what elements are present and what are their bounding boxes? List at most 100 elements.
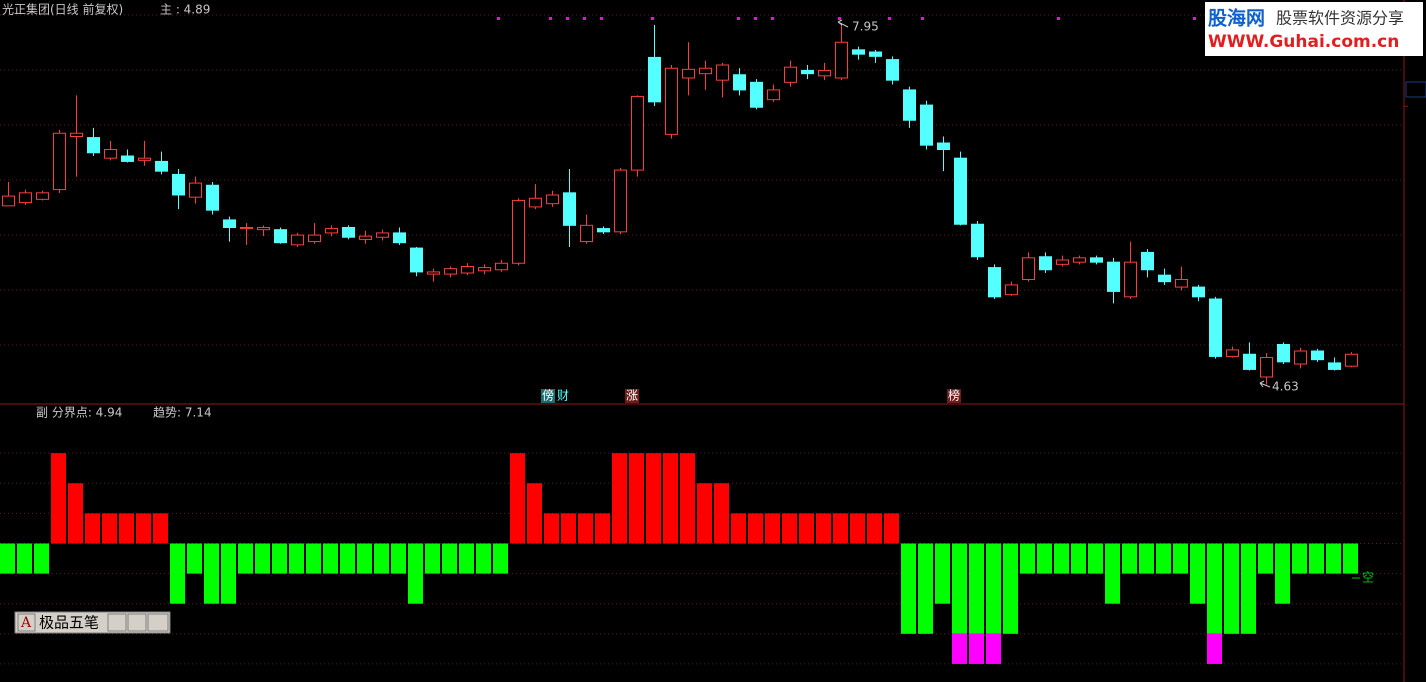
candle-body (1107, 261, 1120, 292)
candle-body (886, 59, 899, 81)
bar (51, 453, 66, 544)
signal-dot (497, 17, 500, 20)
bar (323, 543, 338, 574)
candle-body (1073, 257, 1086, 263)
candle-body (818, 69, 831, 77)
bar (374, 543, 389, 574)
bar (1258, 543, 1273, 574)
bar (187, 543, 202, 574)
bar (1105, 543, 1120, 604)
bar (1326, 543, 1341, 574)
chart-title: 光正集团(日线 前复权) (2, 2, 123, 17)
bar (204, 543, 219, 604)
candle-body (291, 234, 304, 246)
candle-body (512, 199, 525, 264)
candle-body (767, 89, 780, 101)
bar (1207, 543, 1222, 634)
bar (1275, 543, 1290, 604)
bar (867, 513, 882, 544)
bar (476, 543, 491, 574)
candle-body (478, 267, 491, 272)
candle-body (1209, 298, 1222, 357)
bar (391, 543, 406, 574)
ime-button[interactable] (127, 613, 147, 632)
candle-body (359, 235, 372, 240)
candle-body (801, 69, 814, 75)
bar (935, 543, 950, 604)
bar (408, 543, 423, 604)
candle-body (1345, 353, 1358, 367)
candle-body (546, 194, 559, 205)
bar (765, 513, 780, 544)
bar (102, 513, 117, 544)
bar (340, 543, 355, 574)
bar (425, 543, 440, 574)
candle-body (325, 228, 338, 234)
bar (612, 453, 627, 544)
candle-body (631, 95, 644, 171)
signal-dot (1193, 17, 1196, 20)
ime-button[interactable] (107, 613, 127, 632)
bar (697, 483, 712, 544)
bar (68, 483, 83, 544)
candle-body (70, 132, 83, 137)
bar-extension (969, 633, 984, 664)
signal-dot (549, 17, 552, 20)
candle-body (223, 219, 236, 229)
bar (1343, 543, 1358, 574)
bar (799, 513, 814, 544)
bar (1122, 543, 1137, 574)
bar (544, 513, 559, 544)
bar (663, 453, 678, 544)
bar (1088, 543, 1103, 574)
candle-body (1328, 362, 1341, 370)
bar (272, 543, 287, 574)
candle-body (648, 56, 661, 103)
candle-body (784, 66, 797, 83)
signal-dot (600, 17, 603, 20)
sub-annotation: 空 (1362, 571, 1374, 585)
candle-body (138, 157, 151, 161)
ime-icon[interactable] (17, 613, 36, 632)
annotation-arrows (837, 19, 1271, 388)
candle-body (155, 160, 168, 172)
candle-body (393, 232, 406, 244)
candle-body (1226, 349, 1239, 357)
bar (952, 543, 967, 634)
candle-body (274, 229, 287, 244)
bar (17, 543, 32, 574)
candle-body (733, 74, 746, 91)
candle-body (869, 51, 882, 57)
signal-dot (921, 17, 924, 20)
signal-dot (888, 17, 891, 20)
bar (782, 513, 797, 544)
bar (306, 543, 321, 574)
bar (153, 513, 168, 544)
signal-dot (838, 17, 841, 20)
bar (1139, 543, 1154, 574)
candle-body (937, 142, 950, 150)
bar (510, 453, 525, 544)
bar (850, 513, 865, 544)
bar (680, 453, 695, 544)
ime-button[interactable] (147, 613, 169, 632)
candle-body (1243, 353, 1256, 370)
candle-body (1022, 257, 1035, 281)
signal-dot (754, 17, 757, 20)
bar (561, 513, 576, 544)
marker: 傍 (542, 388, 554, 403)
bar (170, 543, 185, 604)
candle-body (716, 64, 729, 81)
candle-body (410, 247, 423, 273)
sub-title: 副 分界点: 4.94 (36, 406, 122, 420)
bar (1054, 543, 1069, 574)
candle-body (1277, 344, 1290, 363)
marker-box (541, 389, 555, 403)
candle-body (104, 149, 117, 159)
candle-body (53, 132, 66, 191)
bar (595, 513, 610, 544)
candle-body (87, 137, 100, 154)
bar (238, 543, 253, 574)
bar (1071, 543, 1086, 574)
